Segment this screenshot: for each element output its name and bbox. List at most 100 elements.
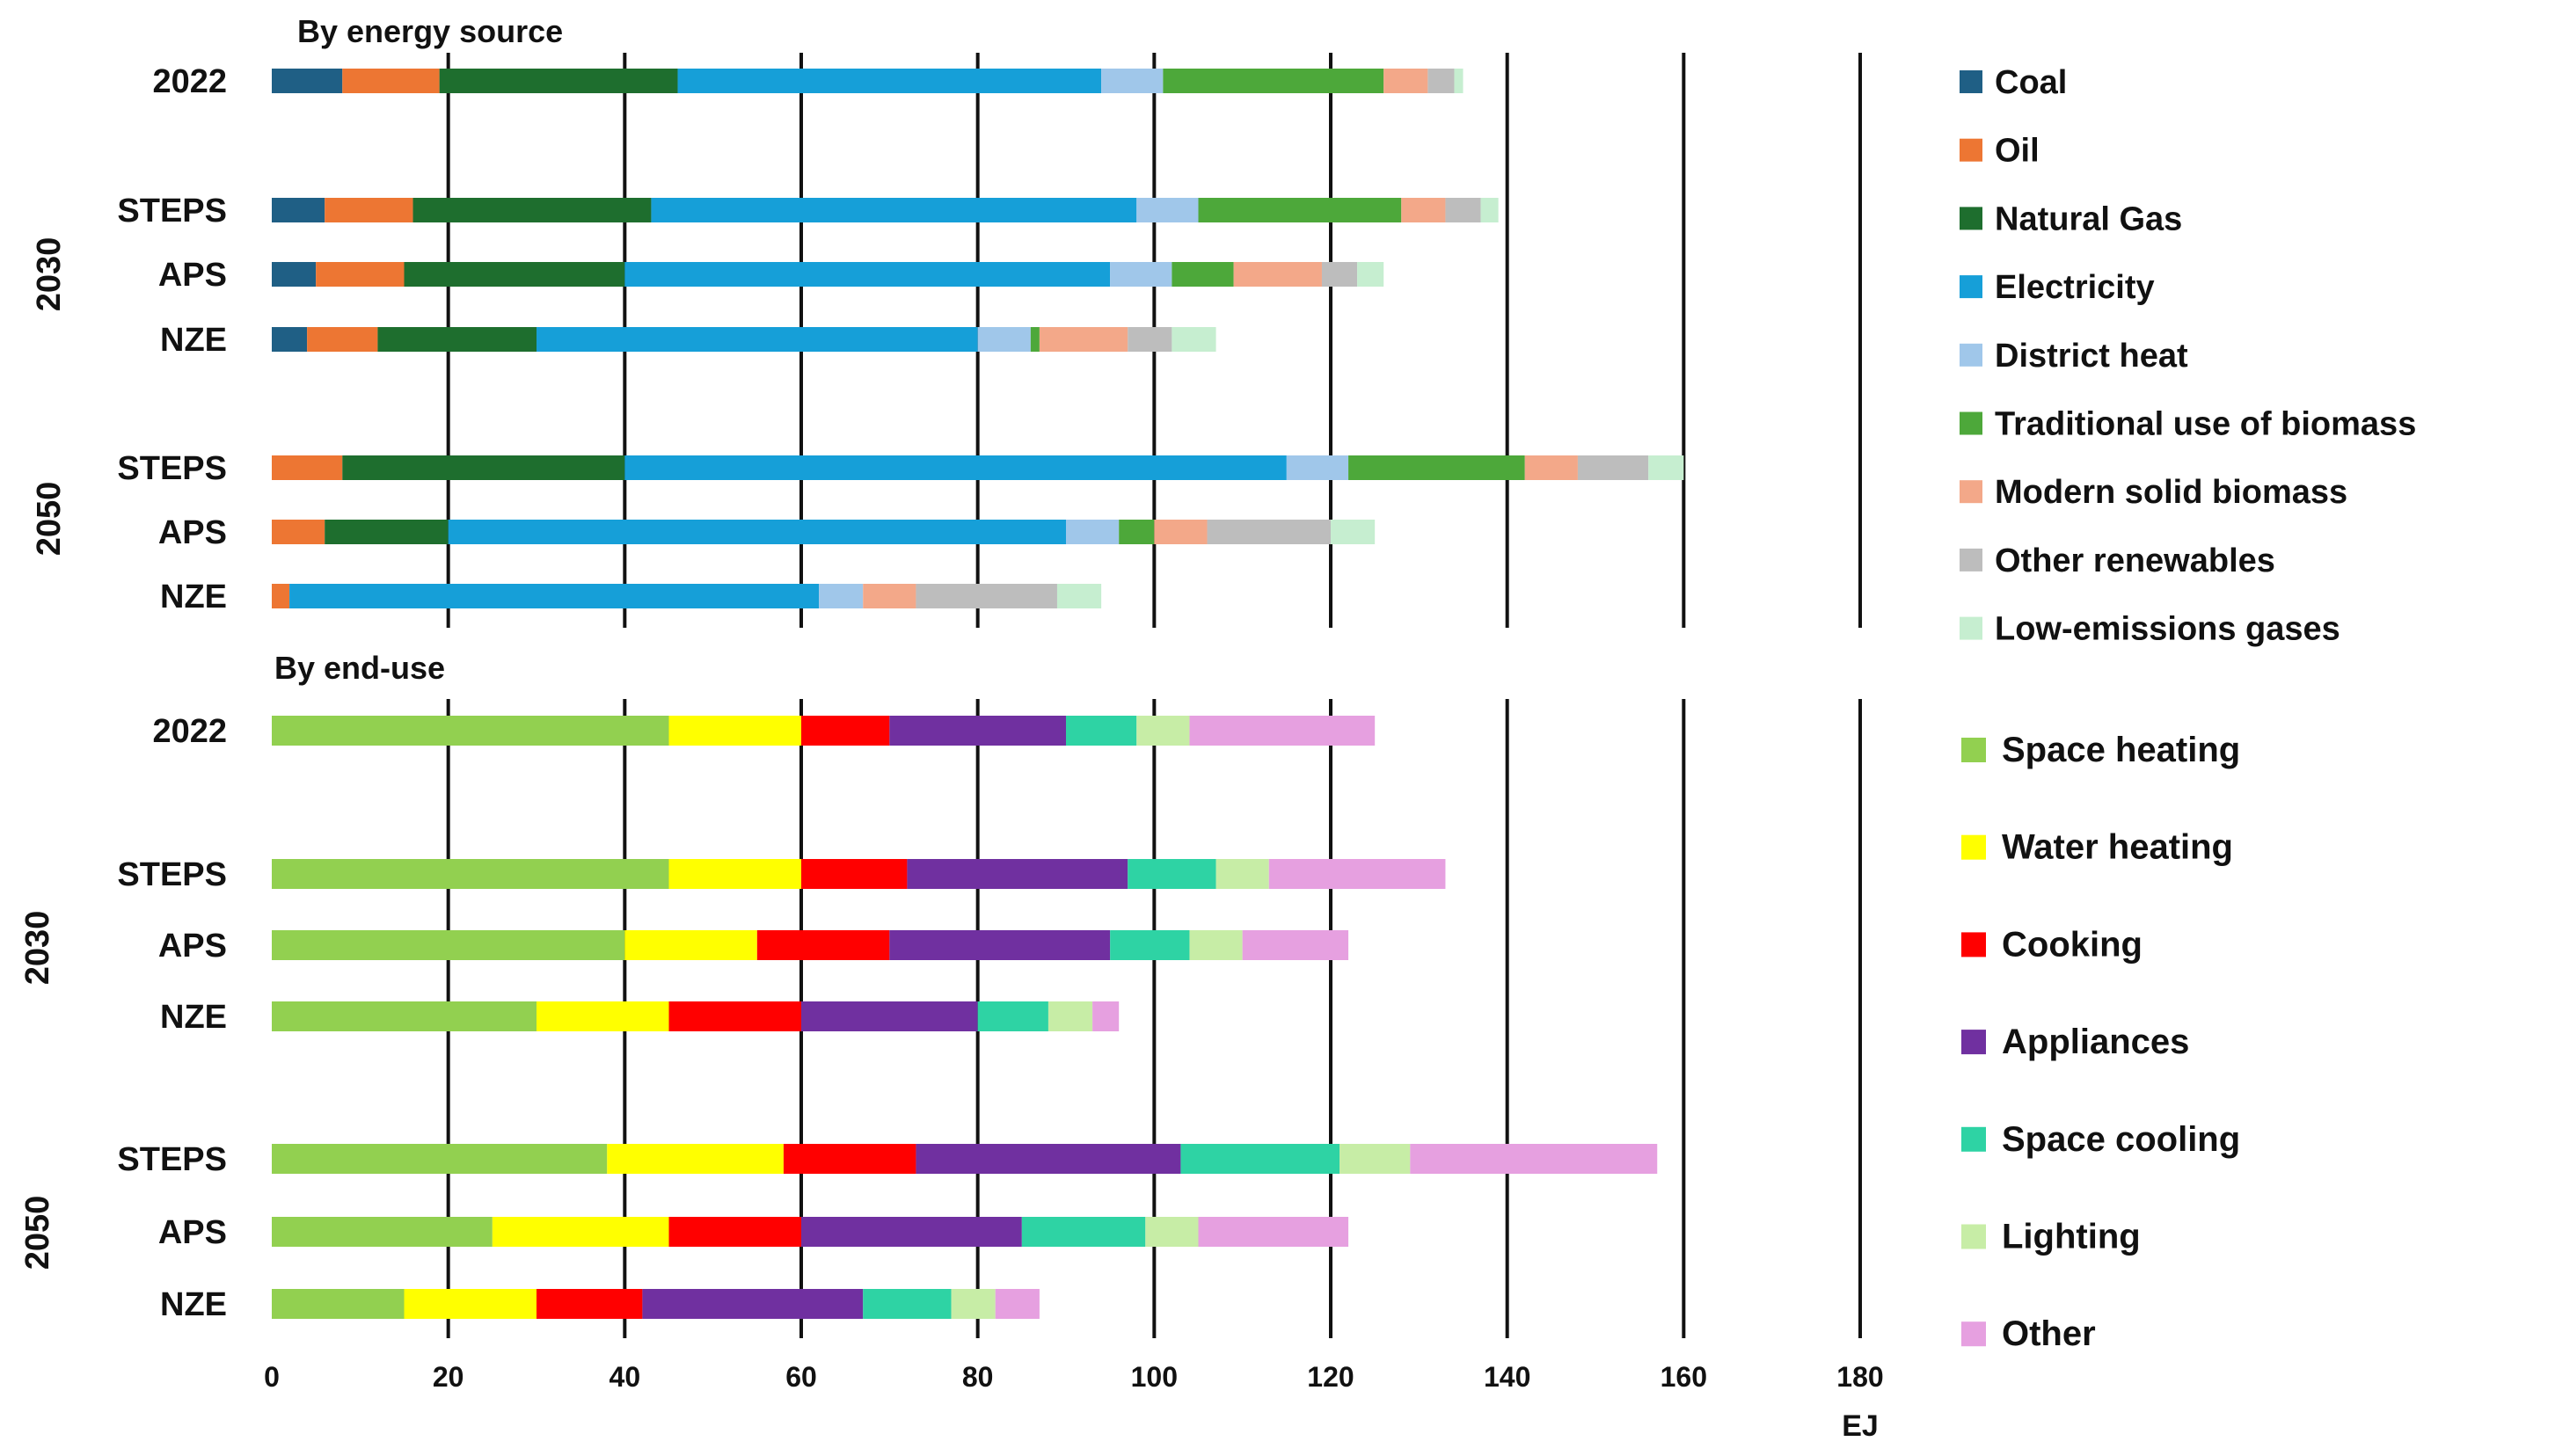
bar-appliances-2050-steps <box>916 1144 1181 1174</box>
legend-label-coal: Coal <box>1995 64 2067 101</box>
bar-modern-solid-biomass-2030-aps <box>1233 262 1322 287</box>
bar-traditional-use-of-biomass-2030-steps <box>1198 198 1402 222</box>
legend-label-space-heating: Space heating <box>2002 731 2240 769</box>
bar-lighting-2022 <box>1136 716 1190 746</box>
bar-space-heating-2050-nze <box>272 1289 405 1319</box>
bar-other-2050-nze <box>995 1289 1040 1319</box>
bar-other-2030-nze <box>1092 1001 1120 1031</box>
bar-oil-2022 <box>342 69 440 93</box>
legend-label-other: Other <box>2002 1314 2096 1353</box>
bar-natural-gas-2030-nze <box>377 327 537 352</box>
bar-other-renewables-2050-nze <box>916 584 1057 608</box>
legend-swatch-coal <box>1960 70 1982 93</box>
row-label-2030-steps: STEPS <box>117 856 227 893</box>
row-label-2030-nze: NZE <box>160 999 227 1036</box>
bar-oil-2030-nze <box>307 327 378 352</box>
legend-label-traditional-use-of-biomass: Traditional use of biomass <box>1995 406 2416 443</box>
bar-district-heat-2022 <box>1101 69 1164 93</box>
bar-low-emissions-gases-2030-nze <box>1172 327 1216 352</box>
top-bars <box>272 69 1684 608</box>
group-label-2050: 2050 <box>31 482 68 557</box>
bar-space-heating-2022 <box>272 716 669 746</box>
legend-swatch-appliances <box>1961 1030 1986 1055</box>
legend-swatch-low-emissions-gases <box>1960 616 1982 640</box>
bar-lighting-2050-aps <box>1145 1217 1199 1247</box>
bar-space-cooling-2050-nze <box>863 1289 952 1319</box>
bar-district-heat-2050-aps <box>1066 520 1120 544</box>
legend-swatch-electricity <box>1960 275 1982 299</box>
bar-appliances-2030-nze <box>801 1001 978 1031</box>
legend-label-district-heat: District heat <box>1995 338 2188 375</box>
x-tick-160: 160 <box>1661 1361 1707 1393</box>
legend-label-appliances: Appliances <box>2002 1023 2189 1061</box>
bar-lighting-2050-nze <box>951 1289 996 1319</box>
bar-modern-solid-biomass-2030-steps <box>1401 198 1446 222</box>
legend-label-electricity: Electricity <box>1995 269 2155 306</box>
bottom-bars <box>272 716 1658 1319</box>
bar-district-heat-2050-nze <box>819 584 864 608</box>
bar-district-heat-2050-steps <box>1286 455 1349 480</box>
bar-cooking-2030-aps <box>756 930 890 960</box>
bar-modern-solid-biomass-2050-steps <box>1524 455 1578 480</box>
bar-natural-gas-2022 <box>439 69 678 93</box>
bar-electricity-2022 <box>677 69 1102 93</box>
bar-other-2022 <box>1189 716 1376 746</box>
bar-appliances-2030-aps <box>889 930 1111 960</box>
bar-low-emissions-gases-2030-aps <box>1357 262 1384 287</box>
bar-other-renewables-2022 <box>1427 69 1455 93</box>
group-label-2030: 2030 <box>31 237 68 312</box>
legend-swatch-other <box>1961 1321 1986 1347</box>
x-tick-180: 180 <box>1836 1361 1883 1393</box>
legend-label-water-heating: Water heating <box>2002 828 2233 867</box>
bar-cooking-2030-nze <box>668 1001 801 1031</box>
bar-other-2050-steps <box>1410 1144 1658 1174</box>
bar-water-heating-2030-aps <box>624 930 757 960</box>
legend-swatch-district-heat <box>1960 343 1982 367</box>
legend-swatch-natural-gas <box>1960 207 1982 230</box>
legend-swatch-space-heating <box>1961 738 1986 762</box>
x-tick-60: 60 <box>785 1361 817 1393</box>
bar-district-heat-2030-nze <box>977 327 1031 352</box>
bottom-legend: Space heating Water heating Cooking Applian… <box>1961 731 2240 1353</box>
bar-cooking-2030-steps <box>801 859 908 889</box>
bar-electricity-2050-steps <box>624 455 1287 480</box>
bar-appliances-2030-steps <box>907 859 1128 889</box>
bar-coal-2030-steps <box>272 198 325 222</box>
bar-cooking-2050-nze <box>537 1289 643 1319</box>
legend-swatch-cooking <box>1961 932 1986 957</box>
bar-appliances-2050-aps <box>801 1217 1022 1247</box>
bar-modern-solid-biomass-2050-aps <box>1154 520 1208 544</box>
legend-swatch-space-cooling <box>1961 1126 1986 1152</box>
top-panel-title: By energy source <box>297 13 563 49</box>
bar-oil-2030-aps <box>316 262 405 287</box>
bar-water-heating-2030-steps <box>668 859 801 889</box>
legend-swatch-modern-solid-biomass <box>1960 480 1982 504</box>
bar-district-heat-2030-aps <box>1110 262 1172 287</box>
bar-other-renewables-2050-steps <box>1577 455 1649 480</box>
bar-other-renewables-2030-aps <box>1321 262 1358 287</box>
legend-label-natural-gas: Natural Gas <box>1995 200 2182 237</box>
bar-space-heating-2050-aps <box>272 1217 493 1247</box>
bar-lighting-2030-aps <box>1189 930 1243 960</box>
bar-electricity-2030-steps <box>651 198 1137 222</box>
row-label-2050-aps: APS <box>158 1214 227 1251</box>
bar-space-cooling-2030-steps <box>1128 859 1216 889</box>
bar-electricity-2030-nze <box>537 327 978 352</box>
legend-swatch-traditional-use-of-biomass <box>1960 411 1982 435</box>
bar-coal-2030-aps <box>272 262 317 287</box>
bar-traditional-use-of-biomass-2030-nze <box>1030 327 1040 352</box>
bar-modern-solid-biomass-2022 <box>1383 69 1428 93</box>
top-legend: Coal Oil Natural Gas Electricity District he… <box>1960 64 2416 648</box>
bar-water-heating-2050-steps <box>607 1144 784 1174</box>
top-row-labels: 2022 STEPS APS NZE STEPS APS NZE 2030 2050 <box>31 63 227 615</box>
bar-low-emissions-gases-2050-steps <box>1648 455 1684 480</box>
legend-label-low-emissions-gases: Low-emissions gases <box>1995 611 2340 648</box>
legend-swatch-lighting <box>1961 1224 1986 1249</box>
bar-oil-2050-steps <box>272 455 343 480</box>
bar-water-heating-2050-aps <box>492 1217 669 1247</box>
x-tick-20: 20 <box>433 1361 464 1393</box>
legend-label-lighting: Lighting <box>2002 1218 2141 1256</box>
bar-district-heat-2030-steps <box>1136 198 1199 222</box>
bar-water-heating-2050-nze <box>404 1289 537 1319</box>
bar-low-emissions-gases-2050-aps <box>1331 520 1376 544</box>
